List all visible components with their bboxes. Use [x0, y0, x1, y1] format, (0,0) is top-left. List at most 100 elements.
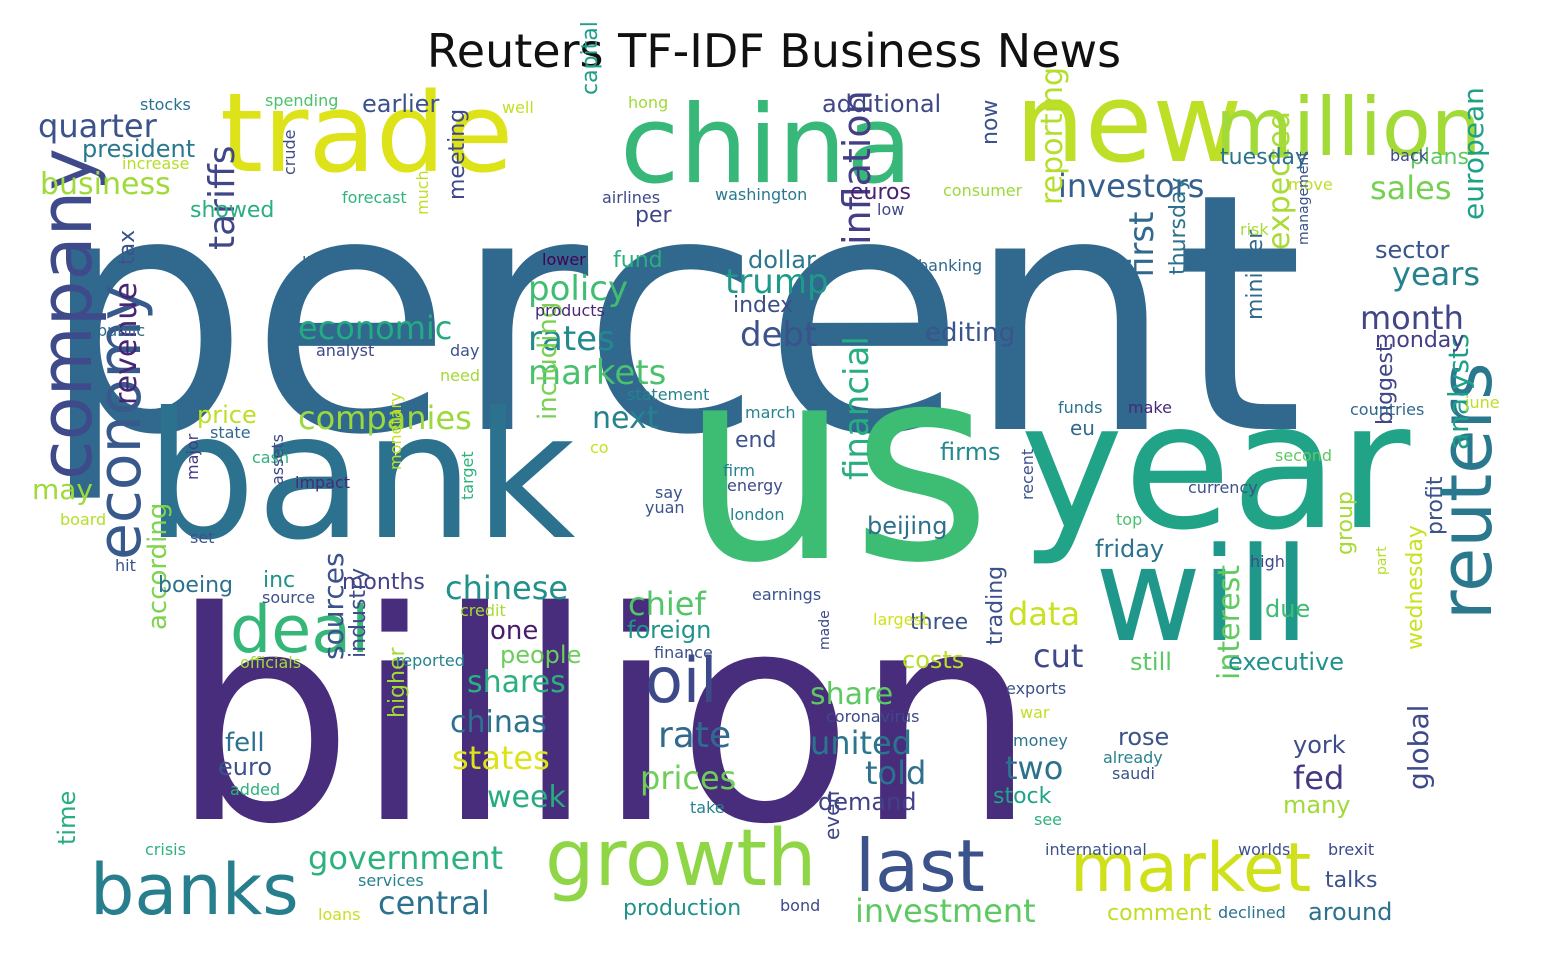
word-capital: capital [578, 21, 603, 95]
word-friday: friday [1095, 535, 1165, 563]
word-showed: showed [190, 198, 275, 223]
word-monday: monday [1375, 328, 1465, 353]
word-assets: assets [268, 434, 287, 485]
word-source: source [262, 588, 316, 607]
word-next: next [592, 401, 659, 436]
word-hit: hit [115, 556, 136, 575]
word-many: many [1283, 791, 1351, 819]
word-products: products [535, 301, 605, 320]
word-chinese: chinese [445, 569, 569, 607]
word-statement: statement [627, 385, 710, 404]
word-state: state [210, 423, 251, 442]
word-take: take [690, 798, 725, 817]
word-euros: euros [850, 180, 911, 205]
word-coronavirus: coronavirus [826, 707, 920, 726]
word-first: first [1122, 211, 1162, 278]
word-saudi: saudi [1112, 764, 1155, 783]
word-currency: currency [1188, 478, 1258, 497]
word-money: money [1013, 731, 1068, 750]
word-sources: sources [317, 552, 350, 660]
word-will: will [1095, 519, 1310, 671]
word-revenue: revenue [109, 282, 144, 405]
word-crude: crude [280, 129, 299, 175]
word-business: business [40, 167, 171, 202]
word-debt: debt [740, 315, 818, 355]
word-shares: shares [467, 665, 566, 700]
word-president: president [82, 135, 196, 163]
word-move: move [1288, 175, 1333, 194]
word-recent: recent [1018, 448, 1037, 500]
word-banking: banking [918, 256, 983, 275]
word-additional: additional [822, 90, 942, 118]
word-three: three [910, 610, 969, 635]
word-tuesday: tuesday [1220, 145, 1309, 170]
word-index: index [733, 293, 794, 318]
word-washington: washington [715, 185, 808, 204]
word-need: need [440, 366, 480, 385]
word-second: second [1275, 446, 1333, 465]
word-bond: bond [780, 896, 821, 915]
word-forecast: forecast [342, 188, 407, 207]
word-week: week [487, 780, 566, 815]
word-crisis: crisis [145, 840, 186, 859]
word-reported: reported [396, 651, 465, 670]
word-earlier: earlier [362, 90, 440, 118]
word-united: united [810, 724, 912, 762]
word-end: end [735, 428, 777, 453]
word-new: new [1015, 59, 1243, 187]
word-management: management [1296, 151, 1312, 245]
word-credit: credit [460, 601, 506, 620]
word-exports: exports [1006, 679, 1067, 698]
word-risk: risk [1240, 220, 1269, 239]
word-fund: fund [613, 248, 663, 273]
word-talks: talks [1325, 868, 1378, 893]
word-cut: cut [1033, 637, 1084, 675]
word-funds: funds [1058, 398, 1103, 417]
word-analyst: analyst [316, 341, 375, 360]
word-much: much [413, 170, 432, 215]
word-international: international [1045, 840, 1147, 859]
word-part: part [1374, 546, 1390, 575]
word-wednesday: wednesday [1403, 525, 1428, 650]
word-co: co [590, 438, 609, 457]
word-banks: banks [90, 849, 299, 931]
word-low: low [877, 200, 905, 219]
word-firms: firms [940, 438, 1001, 466]
word-major: major [183, 433, 202, 480]
word-impact: impact [295, 473, 351, 492]
word-airlines: airlines [602, 188, 661, 207]
word-group: group [1333, 491, 1358, 555]
word-see: see [1034, 810, 1063, 829]
word-boeing: boeing [158, 573, 233, 598]
word-lower: lower [542, 250, 586, 269]
word-well: well [502, 98, 534, 117]
word-financial: financial [837, 336, 877, 480]
word-june: june [1465, 393, 1500, 412]
word-executive: executive [1228, 648, 1345, 676]
word-according: according [143, 502, 173, 630]
word-us: us [680, 307, 992, 622]
word-deal: deal [230, 593, 370, 668]
word-largest: largest [873, 610, 929, 629]
word-chief: chief [628, 585, 706, 623]
word-last: last [855, 824, 985, 908]
word-fed: fed [1293, 759, 1345, 797]
word-trump: trump [725, 262, 829, 302]
word-day: day [450, 341, 480, 360]
word-years: years [1392, 255, 1481, 293]
word-demand: demand [818, 788, 917, 816]
word-plans: plans [1410, 145, 1469, 170]
word-data: data [1008, 595, 1081, 633]
word-eu: eu [1070, 416, 1095, 440]
word-firm: firm [723, 461, 755, 480]
word-government: government [308, 839, 504, 877]
word-companies: companies [298, 399, 472, 437]
word-dollar: dollar [748, 246, 816, 274]
word-earnings: earnings [752, 585, 822, 604]
word-war: war [1020, 703, 1050, 722]
word-oil: oil [645, 644, 718, 717]
word-brexit: brexit [1328, 840, 1375, 859]
word-loans: loans [318, 905, 361, 924]
word-meeting: meeting [445, 108, 470, 200]
